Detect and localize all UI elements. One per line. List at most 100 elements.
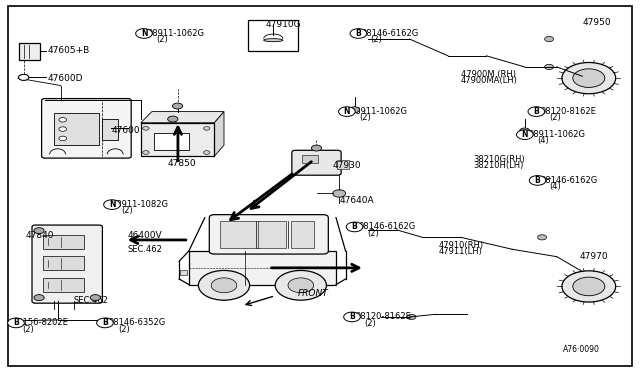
Text: N: N [522, 130, 528, 139]
Circle shape [538, 235, 547, 240]
Text: N: N [109, 200, 115, 209]
Text: 47910G: 47910G [266, 20, 301, 29]
Bar [43, 256, 84, 270]
Circle shape [288, 278, 314, 293]
Circle shape [562, 271, 616, 302]
Text: 47640A: 47640A [339, 196, 374, 205]
Circle shape [105, 202, 115, 208]
Circle shape [520, 128, 530, 134]
Circle shape [59, 127, 67, 131]
Text: A76·0090: A76·0090 [563, 345, 600, 354]
Text: 47600: 47600 [112, 126, 141, 135]
Circle shape [198, 270, 250, 300]
Circle shape [19, 74, 29, 80]
Text: 08911-1062G: 08911-1062G [529, 130, 586, 139]
Circle shape [168, 116, 178, 122]
FancyBboxPatch shape [42, 99, 131, 158]
Text: 08120-8162E: 08120-8162E [541, 107, 596, 116]
Text: 47950: 47950 [582, 18, 611, 27]
Text: 08146-6162G: 08146-6162G [541, 176, 598, 185]
Circle shape [339, 107, 355, 116]
Circle shape [204, 126, 210, 130]
Text: 08146-6162G: 08146-6162G [358, 222, 415, 231]
Text: B: B [13, 318, 19, 327]
Circle shape [12, 318, 21, 323]
Circle shape [143, 126, 149, 130]
Bar [189, 251, 336, 285]
Text: B: B [352, 222, 357, 231]
Circle shape [528, 107, 545, 116]
Bar [291, 221, 314, 248]
Text: 08911-1082G: 08911-1082G [112, 200, 169, 209]
Bar [302, 155, 318, 163]
Text: 47840: 47840 [26, 231, 54, 240]
Text: 46400V: 46400V [128, 231, 163, 240]
Text: 47850: 47850 [168, 159, 196, 168]
Text: 47605+B: 47605+B [48, 46, 90, 55]
Text: (2): (2) [359, 113, 371, 122]
Text: (2): (2) [156, 35, 168, 44]
Circle shape [97, 318, 113, 328]
Circle shape [573, 69, 605, 87]
Text: 08911-1062G: 08911-1062G [147, 29, 204, 38]
Text: SEC.462: SEC.462 [74, 296, 108, 305]
Text: (4): (4) [549, 182, 561, 191]
Text: SEC.462: SEC.462 [128, 245, 163, 254]
Text: (2): (2) [118, 325, 129, 334]
Circle shape [312, 145, 322, 151]
Text: (4): (4) [538, 137, 549, 145]
Text: 38210H(LH): 38210H(LH) [474, 161, 524, 170]
Circle shape [407, 314, 416, 320]
FancyBboxPatch shape [32, 225, 102, 303]
Circle shape [349, 107, 360, 113]
Circle shape [8, 318, 24, 328]
Text: B: B [534, 107, 539, 116]
Circle shape [19, 74, 29, 80]
Bar [180, 270, 187, 275]
Circle shape [136, 29, 152, 38]
Text: 47900MA(LH): 47900MA(LH) [461, 76, 518, 85]
FancyBboxPatch shape [209, 215, 328, 254]
Text: B: B [102, 318, 108, 327]
Text: 47930: 47930 [333, 161, 362, 170]
Circle shape [204, 151, 210, 154]
Bar [54, 113, 99, 145]
Circle shape [346, 222, 363, 232]
Text: 47900M (RH): 47900M (RH) [461, 70, 516, 79]
Text: FRONT: FRONT [298, 289, 328, 298]
Bar [102, 119, 118, 140]
Text: (2): (2) [121, 206, 132, 215]
Bar [220, 221, 259, 248]
Circle shape [102, 318, 111, 323]
Text: N: N [141, 29, 147, 38]
Text: 08911-1062G: 08911-1062G [350, 107, 407, 116]
Text: (2): (2) [364, 319, 376, 328]
Polygon shape [214, 112, 224, 156]
Text: 47911(LH): 47911(LH) [439, 247, 483, 256]
Bar [141, 123, 214, 156]
Circle shape [545, 64, 554, 70]
Text: 08146-6352G: 08146-6352G [109, 318, 166, 327]
Bar [154, 133, 189, 150]
Text: (2): (2) [549, 113, 561, 122]
Text: 08146-6162G: 08146-6162G [362, 29, 419, 38]
Text: 08156-8202E: 08156-8202E [13, 318, 68, 327]
Circle shape [90, 295, 100, 301]
Circle shape [275, 270, 326, 300]
Text: (2): (2) [367, 229, 379, 238]
Text: 47970: 47970 [579, 252, 608, 261]
FancyBboxPatch shape [292, 150, 341, 175]
Circle shape [350, 29, 367, 38]
Circle shape [333, 190, 346, 197]
Bar [43, 278, 84, 292]
Circle shape [562, 62, 616, 94]
Bar [19, 43, 40, 60]
Text: B: B [356, 29, 361, 38]
Text: 08120-8162E: 08120-8162E [355, 312, 411, 321]
Circle shape [59, 118, 67, 122]
Text: N: N [344, 107, 350, 116]
Ellipse shape [264, 39, 283, 42]
Polygon shape [141, 112, 224, 123]
Circle shape [573, 277, 605, 296]
Circle shape [173, 103, 183, 109]
